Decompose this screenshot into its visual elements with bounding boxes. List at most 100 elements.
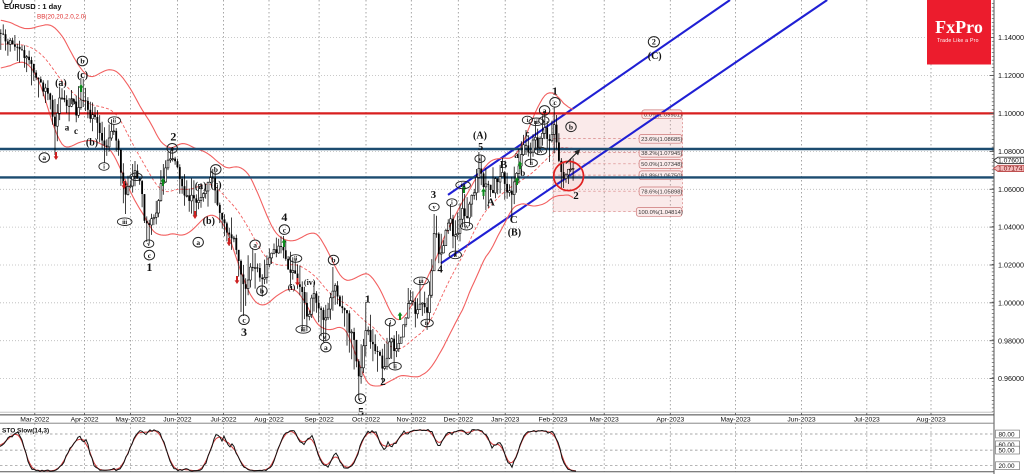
svg-text:0.0%(1.09981): 0.0%(1.09981) (644, 113, 682, 119)
svg-text:Mar-2022: Mar-2022 (20, 416, 49, 423)
svg-text:a: a (543, 106, 547, 115)
svg-text:A: A (487, 197, 495, 209)
svg-text:1.06000: 1.06000 (998, 185, 1024, 194)
svg-text:2: 2 (170, 130, 176, 144)
svg-text:(c): (c) (210, 180, 221, 191)
svg-text:v: v (542, 119, 545, 125)
svg-text:FxPro: FxPro (935, 17, 983, 37)
svg-text:iii: iii (301, 328, 306, 334)
svg-text:5: 5 (478, 142, 483, 153)
svg-text:Nov-2022: Nov-2022 (397, 416, 427, 423)
svg-text:(i): (i) (288, 283, 296, 292)
svg-text:1: 1 (552, 85, 558, 97)
svg-text:e: e (171, 144, 175, 153)
svg-text:Aug-2022: Aug-2022 (254, 416, 284, 423)
svg-text:Jul-2023: Jul-2023 (854, 416, 880, 423)
svg-text:iv: iv (538, 149, 543, 155)
svg-text:1.07601: 1.07601 (998, 158, 1023, 165)
svg-text:c: c (148, 251, 152, 260)
svg-text:b: b (260, 286, 264, 295)
svg-text:b: b (71, 97, 76, 107)
svg-text:2: 2 (573, 190, 579, 202)
svg-text:Feb-2023: Feb-2023 (538, 416, 567, 423)
svg-text:iii: iii (419, 279, 424, 285)
svg-text:(B): (B) (508, 227, 521, 238)
svg-text:c: c (283, 225, 287, 234)
svg-text:(b): (b) (86, 138, 98, 149)
svg-text:a: a (324, 343, 328, 352)
svg-text:1.10000: 1.10000 (998, 109, 1024, 118)
svg-text:C: C (510, 214, 518, 226)
svg-text:iv: iv (425, 321, 430, 327)
svg-text:ii: ii (454, 253, 458, 259)
svg-text:Jun-2023: Jun-2023 (787, 416, 816, 423)
svg-text:78.6%(1.05898): 78.6%(1.05898) (641, 190, 682, 196)
svg-text:(a): (a) (55, 78, 67, 89)
svg-text:1.07174: 1.07174 (998, 166, 1023, 173)
svg-text:B: B (500, 159, 508, 171)
svg-text:a: a (196, 238, 200, 247)
svg-text:Aug-2023: Aug-2023 (916, 416, 946, 423)
svg-text:1.08000: 1.08000 (998, 147, 1024, 156)
svg-text:ii: ii (113, 119, 117, 125)
svg-text:100.0%(1.04814): 100.0%(1.04814) (638, 210, 683, 216)
svg-text:i: i (103, 165, 105, 171)
svg-text:ii: ii (530, 161, 534, 167)
svg-text:Dec-2022: Dec-2022 (444, 416, 474, 423)
svg-text:c: c (359, 394, 363, 403)
svg-text:iii: iii (534, 120, 539, 126)
svg-text:4: 4 (437, 263, 443, 275)
svg-text:(A): (A) (473, 130, 487, 141)
svg-text:b: b (331, 256, 335, 265)
svg-text:Trade Like a Pro: Trade Like a Pro (937, 38, 979, 44)
svg-text:a: a (65, 123, 70, 133)
svg-text:EURUSD : 1 day: EURUSD : 1 day (4, 2, 62, 11)
svg-text:STO Slow(14,3): STO Slow(14,3) (2, 428, 49, 435)
svg-text:Oct-2022: Oct-2022 (352, 416, 380, 423)
svg-text:Mar-2023: Mar-2023 (590, 416, 619, 423)
svg-text:50.0%(1.07348): 50.0%(1.07348) (641, 162, 682, 168)
svg-text:50.00: 50.00 (999, 448, 1015, 455)
svg-text:i: i (451, 201, 453, 207)
svg-text:2: 2 (380, 376, 386, 388)
svg-text:0.96000: 0.96000 (998, 374, 1024, 383)
svg-text:1: 1 (365, 294, 371, 306)
svg-text:23.6%(1.08685): 23.6%(1.08685) (641, 137, 682, 143)
svg-text:2: 2 (652, 38, 656, 47)
svg-text:4: 4 (281, 210, 287, 224)
svg-text:ii: ii (393, 364, 397, 370)
svg-text:(a): (a) (195, 181, 207, 192)
svg-text:Apr-2023: Apr-2023 (656, 416, 684, 423)
svg-text:3: 3 (241, 325, 247, 339)
svg-text:(b): (b) (203, 216, 215, 227)
svg-text:i: i (389, 320, 391, 326)
svg-text:(iv): (iv) (304, 278, 316, 287)
svg-text:c: c (553, 98, 557, 107)
svg-text:b: b (214, 165, 218, 174)
svg-text:1.02000: 1.02000 (998, 261, 1024, 270)
svg-text:v: v (147, 242, 150, 248)
svg-text:c: c (242, 315, 246, 324)
svg-text:May-2022: May-2022 (115, 416, 145, 423)
svg-text:Apr-2022: Apr-2022 (71, 416, 99, 423)
svg-text:iv: iv (134, 175, 139, 181)
svg-text:v: v (323, 335, 326, 341)
svg-text:(C): (C) (648, 51, 662, 62)
svg-text:c: c (74, 126, 78, 136)
svg-text:c: c (525, 129, 529, 139)
svg-text:5: 5 (358, 405, 364, 419)
svg-text:i: i (527, 118, 529, 124)
svg-text:3: 3 (431, 189, 437, 201)
svg-text:60.00: 60.00 (999, 442, 1015, 449)
svg-text:a: a (514, 150, 519, 160)
svg-text:May-2023: May-2023 (720, 416, 750, 423)
svg-text:v: v (479, 157, 482, 163)
svg-text:1.12000: 1.12000 (998, 71, 1024, 80)
svg-text:Jun-2022: Jun-2022 (163, 416, 192, 423)
svg-text:80.00: 80.00 (999, 431, 1015, 438)
svg-text:iv: iv (464, 224, 469, 230)
svg-text:0.98000: 0.98000 (998, 336, 1024, 345)
svg-text:iii: iii (461, 183, 466, 189)
svg-text:1.00000: 1.00000 (998, 298, 1024, 307)
svg-text:20.00: 20.00 (999, 463, 1015, 470)
